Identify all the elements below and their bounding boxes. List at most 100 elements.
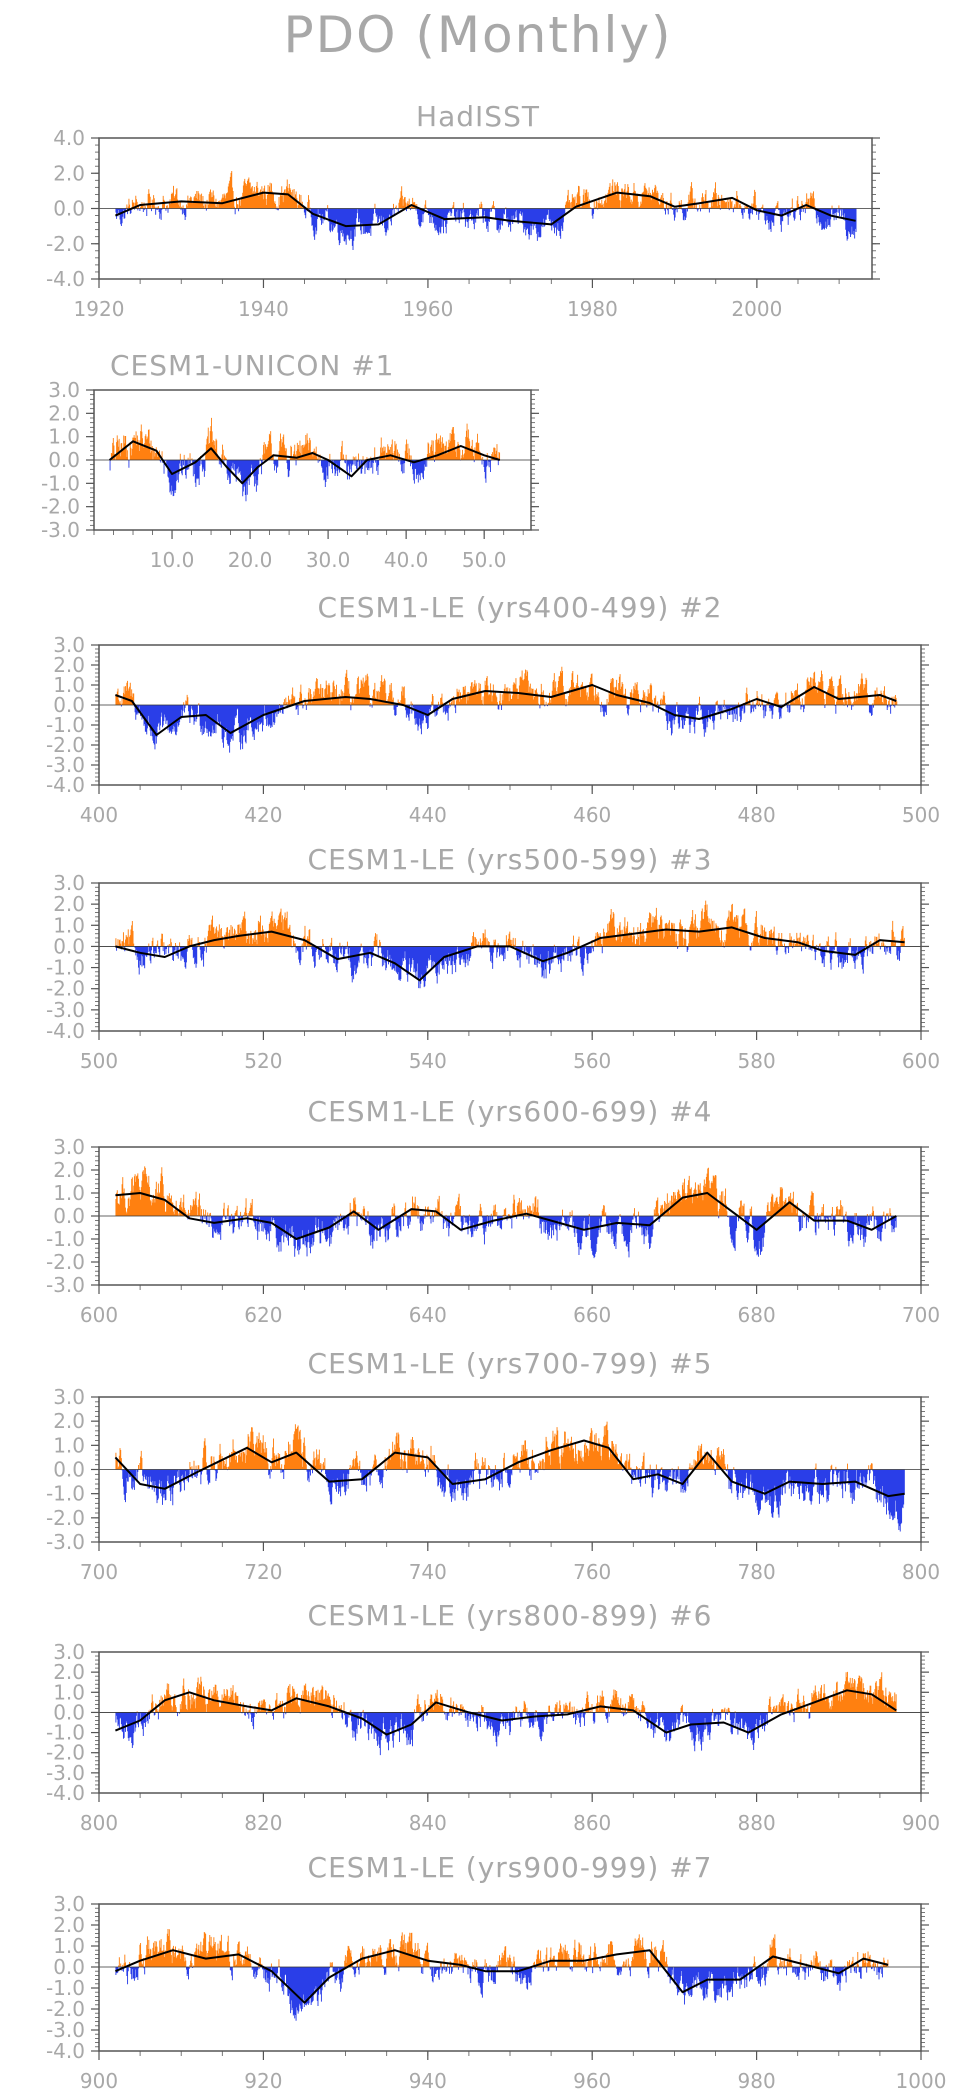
x-tick-label: 800: [80, 1811, 118, 1835]
negative-anomaly-bars: [115, 1967, 883, 2021]
panel-title: CESM1-LE (yrs900-999) #7: [308, 1851, 713, 1884]
smoothed-series-line: [115, 926, 905, 982]
positive-anomaly-bars: [136, 1671, 897, 1713]
panel-cesm1-le-6: CESM1-LE (yrs800-899) #6 -4.0-3.0-2.0-1.…: [46, 1599, 940, 1835]
negative-anomaly-bars: [121, 1469, 905, 1532]
smoothed-series-line: [115, 684, 897, 736]
x-tick-label: 600: [80, 1303, 118, 1327]
y-tick-label: 1.0: [53, 1934, 85, 1958]
x-tick-label: 440: [409, 803, 447, 827]
x-tick-label: 420: [244, 803, 282, 827]
x-tick-label: 1980: [567, 297, 618, 321]
y-tick-label: -3.0: [46, 998, 85, 1022]
panel-title: CESM1-LE (yrs600-699) #4: [308, 1095, 713, 1128]
y-tick-label: 0.0: [53, 197, 85, 221]
y-tick-label: 1.0: [48, 425, 80, 449]
y-tick-label: 4.0: [53, 126, 85, 150]
x-tick-label: 500: [902, 803, 940, 827]
panel-hadisst: HadISST -4.0 -2.0 0.0 2.0 4.0 1920 1940 1960 198…: [46, 100, 880, 321]
y-tick-label: -2.0: [46, 733, 85, 757]
x-tick-label: 30.0: [306, 548, 351, 572]
positive-anomaly-bars: [115, 666, 898, 705]
y-tick-label: -1.0: [46, 713, 85, 737]
y-tick-label: -3.0: [41, 518, 80, 542]
x-tick-label: 700: [80, 1560, 118, 1584]
y-tick-label: -1.0: [46, 1721, 85, 1745]
panel-title: HadISST: [416, 100, 540, 133]
positive-anomaly-bars: [125, 171, 842, 209]
x-tick-label: 660: [573, 1303, 611, 1327]
y-tick-label: 2.0: [53, 1913, 85, 1937]
x-tick-label: 1960: [402, 297, 453, 321]
positive-anomaly-bars: [110, 417, 501, 460]
y-tick-label: -2.0: [41, 495, 80, 519]
y-tick-label: 1.0: [53, 673, 85, 697]
positive-anomaly-bars: [115, 900, 905, 947]
x-tick-label: 780: [738, 1560, 776, 1584]
y-tick-label: -1.0: [46, 1227, 85, 1251]
x-tick-label: 740: [409, 1560, 447, 1584]
y-tick-label: -3.0: [46, 2018, 85, 2042]
panel-title: CESM1-LE (yrs700-799) #5: [308, 1347, 713, 1380]
panel-title: CESM1-LE (yrs500-599) #3: [308, 843, 713, 876]
positive-anomaly-bars: [115, 1421, 873, 1470]
y-tick-label: 0.0: [48, 448, 80, 472]
smoothed-series-line: [115, 1949, 889, 2004]
y-tick-label: 0.0: [53, 1955, 85, 1979]
x-tick-label: 760: [573, 1560, 611, 1584]
smoothed-series-line: [115, 1689, 897, 1736]
x-tick-label: 860: [573, 1811, 611, 1835]
x-tick-label: 680: [738, 1303, 776, 1327]
y-tick-label: 1.0: [53, 913, 85, 937]
x-tick-label: 720: [244, 1560, 282, 1584]
y-tick-label: -1.0: [41, 471, 80, 495]
y-tick-label: 2.0: [53, 1660, 85, 1684]
x-tick-label: 960: [573, 2069, 611, 2093]
x-tick-label: 880: [738, 1811, 776, 1835]
smoothed-series-line: [114, 1439, 905, 1498]
panel-cesm1-le-5: CESM1-LE (yrs700-799) #5 -3.0-2.0-1.00.0…: [46, 1347, 940, 1584]
y-tick-label: 1.0: [53, 1680, 85, 1704]
y-tick-label: 2.0: [53, 1158, 85, 1182]
x-tick-label: 640: [409, 1303, 447, 1327]
y-tick-label: 2.0: [53, 653, 85, 677]
y-tick-label: 0.0: [53, 693, 85, 717]
y-tick-label: -3.0: [46, 1273, 85, 1297]
panel-title: CESM1-LE (yrs400-499) #2: [318, 591, 723, 624]
y-tick-label: 0.0: [53, 934, 85, 958]
y-tick-label: -2.0: [46, 977, 85, 1001]
x-tick-label: 920: [244, 2069, 282, 2093]
y-tick-label: 3.0: [53, 633, 85, 657]
negative-anomaly-bars: [109, 460, 499, 502]
x-tick-label: 460: [573, 803, 611, 827]
plot-frame: [98, 882, 922, 1032]
x-tick-label: 580: [738, 1049, 776, 1073]
negative-anomaly-bars: [115, 208, 857, 250]
x-tick-label: 40.0: [384, 548, 429, 572]
x-tick-label: 480: [738, 803, 776, 827]
y-tick-label: 3.0: [53, 1135, 85, 1159]
y-tick-label: 0.0: [53, 1700, 85, 1724]
x-tick-label: 600: [902, 1049, 940, 1073]
y-tick-label: -2.0: [46, 1250, 85, 1274]
y-tick-label: 2.0: [53, 1409, 85, 1433]
y-tick-label: -4.0: [46, 1781, 85, 1805]
x-tick-label: 2000: [731, 297, 782, 321]
smoothed-series-line: [115, 1192, 897, 1240]
y-tick-label: 0.0: [53, 1204, 85, 1228]
y-tick-label: -1.0: [46, 1482, 85, 1506]
y-tick-label: -4.0: [46, 2039, 85, 2063]
y-tick-label: -4.0: [46, 773, 85, 797]
y-tick-label: 1.0: [53, 1181, 85, 1205]
y-tick-label: 2.0: [48, 401, 80, 425]
x-tick-label: 560: [573, 1049, 611, 1073]
y-tick-label: 0.0: [53, 1458, 85, 1482]
plot-frame: [98, 1903, 922, 2052]
figure-title: PDO (Monthly): [283, 6, 672, 64]
y-tick-label: 2.0: [53, 892, 85, 916]
y-tick-label: 1.0: [53, 1433, 85, 1457]
panel-cesm1-le-2: CESM1-LE (yrs400-499) #2 -4.0-3.0-2.0-1.…: [46, 591, 940, 827]
x-tick-label: 1000: [896, 2069, 947, 2093]
y-tick-label: 3.0: [53, 1640, 85, 1664]
